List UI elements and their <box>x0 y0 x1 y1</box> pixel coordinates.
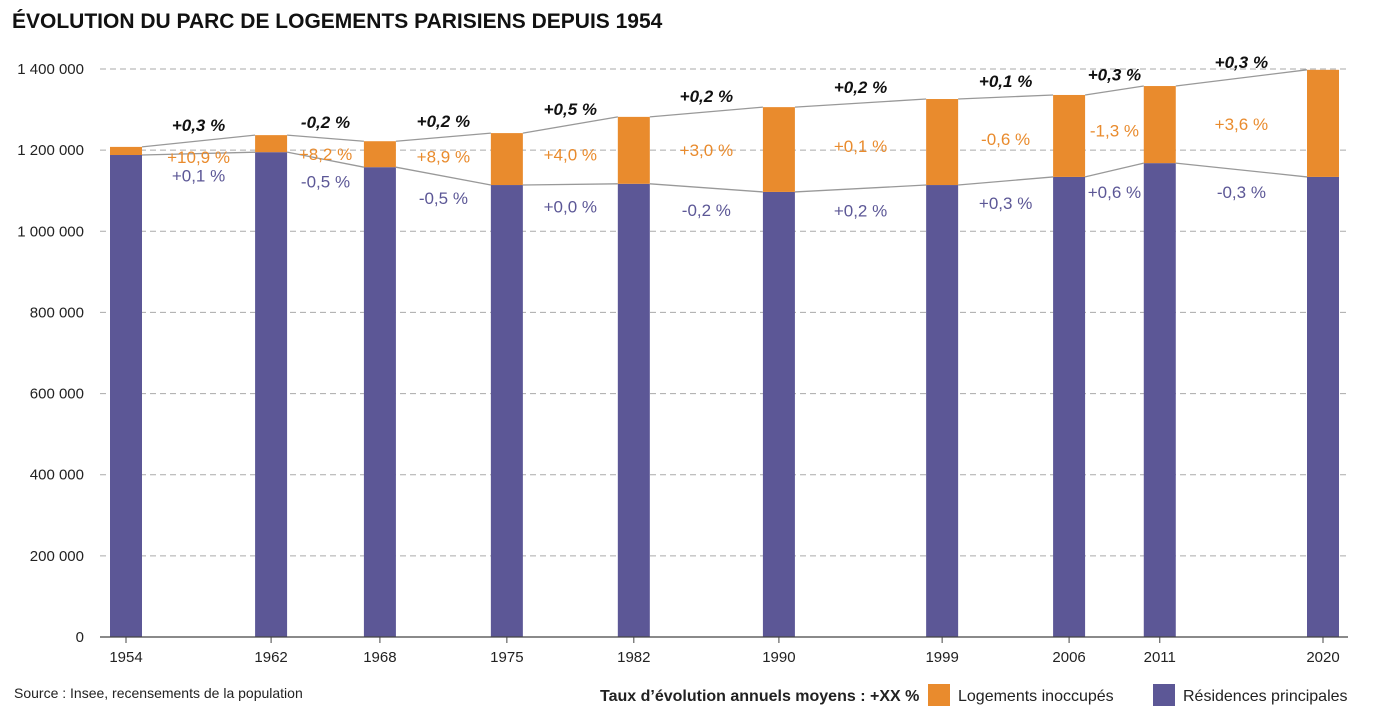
vacant-rate-label: +8,2 % <box>299 145 352 164</box>
x-tick-label: 2011 <box>1144 649 1176 666</box>
bar-residences-2011 <box>1143 163 1176 637</box>
bar-residences-1968 <box>363 167 396 637</box>
legend-rate-label: Taux d’évolution annuels moyens : +XX % <box>600 688 919 705</box>
residences-connector <box>1175 162 1308 178</box>
vacant-rate-label: -1,3 % <box>1090 121 1139 140</box>
y-tick-label: 600 000 <box>30 386 84 403</box>
vacant-rate-label: +8,9 % <box>417 148 470 167</box>
residences-connector <box>141 151 256 156</box>
x-tick-label: 1990 <box>762 649 795 666</box>
total-rate-label: -0,2 % <box>301 113 350 132</box>
total-connector <box>522 116 618 134</box>
total-rate-label: +0,3 % <box>1215 53 1268 72</box>
residences-connector <box>794 184 927 193</box>
x-tick-label: 1999 <box>925 649 958 666</box>
legend-swatch-vacant <box>928 684 950 706</box>
bar-vacant-2006 <box>1053 94 1086 177</box>
bars <box>110 69 1339 638</box>
gridlines: 0 200 000 400 000 600 000 800 000 1 000 000 1 … <box>17 61 1348 646</box>
total-rate-label: +0,1 % <box>979 72 1032 91</box>
x-tick-label: 1962 <box>254 649 287 666</box>
x-tick-label: 1982 <box>617 649 650 666</box>
bar-residences-1990 <box>762 191 795 637</box>
residences-rate-label: +0,0 % <box>544 197 597 216</box>
residences-connector <box>1084 162 1144 178</box>
vacant-rate-label: +0,1 % <box>834 137 887 156</box>
residences-rate-label: +0,2 % <box>834 201 887 220</box>
bar-vacant-1999 <box>926 99 959 186</box>
total-connector <box>649 106 763 118</box>
total-rate-label: +0,3 % <box>172 116 225 135</box>
bar-residences-1962 <box>255 152 288 637</box>
y-tick-label: 200 000 <box>30 548 84 565</box>
bar-vacant-1990 <box>762 107 795 192</box>
bar-residences-2006 <box>1053 176 1086 638</box>
bar-residences-1982 <box>617 183 650 637</box>
bar-residences-2020 <box>1307 176 1339 638</box>
residences-connector <box>286 151 365 168</box>
chart-title: ÉVOLUTION DU PARC DE LOGEMENTS PARISIENS… <box>12 10 663 33</box>
bar-vacant-1954 <box>110 146 142 156</box>
x-tick-label: 1968 <box>363 649 396 666</box>
residences-rate-label: -0,3 % <box>1217 183 1266 202</box>
bar-residences-1954 <box>110 155 142 638</box>
residences-rate-label: -0,5 % <box>419 189 468 208</box>
y-tick-label: 1 000 000 <box>17 223 84 240</box>
total-connector <box>395 132 491 142</box>
total-rate-label: +0,2 % <box>834 78 887 97</box>
bar-vacant-1968 <box>363 141 396 168</box>
total-rate-label: +0,2 % <box>417 112 470 131</box>
legend-label-residences: Résidences principales <box>1183 688 1348 705</box>
residences-rate-label: -0,5 % <box>301 173 350 192</box>
bar-vacant-2011 <box>1143 86 1176 164</box>
bar-residences-1975 <box>490 185 523 637</box>
y-tick-label: 1 200 000 <box>17 142 84 159</box>
residences-rate-label: +0,6 % <box>1088 183 1141 202</box>
total-connector <box>958 94 1054 100</box>
y-tick-label: 800 000 <box>30 304 84 321</box>
connector-lines <box>141 69 1308 193</box>
total-connector <box>141 134 256 148</box>
x-tick-label: 1954 <box>109 649 142 666</box>
total-rate-label: +0,3 % <box>1088 66 1141 85</box>
y-tick-label: 0 <box>76 629 84 646</box>
bar-vacant-2020 <box>1307 69 1339 177</box>
total-connector <box>794 98 927 108</box>
legend-label-vacant: Logements inoccupés <box>958 688 1114 705</box>
total-connector <box>1175 69 1308 87</box>
rate-labels: +0,3 %+10,9 %+0,1 %-0,2 %+8,2 %-0,5 %+0,… <box>167 53 1268 221</box>
bar-vacant-1982 <box>617 116 650 184</box>
bar-vacant-1975 <box>490 133 523 186</box>
vacant-rate-label: +10,9 % <box>167 148 230 167</box>
residences-rate-label: +0,3 % <box>979 194 1032 213</box>
x-tick-label: 2020 <box>1306 649 1339 666</box>
residences-rate-label: -0,2 % <box>682 201 731 220</box>
residences-connector <box>958 176 1054 186</box>
total-connector <box>287 134 364 142</box>
total-connector <box>1084 85 1144 96</box>
bar-residences-1999 <box>926 185 959 637</box>
legend-swatch-residences <box>1153 684 1175 706</box>
total-rate-label: +0,5 % <box>544 100 597 119</box>
vacant-rate-label: +4,0 % <box>544 146 597 165</box>
source-note: Source : Insee, recensements de la popul… <box>14 685 303 701</box>
residences-rate-label: +0,1 % <box>172 167 225 186</box>
y-tick-label: 400 000 <box>30 467 84 484</box>
y-tick-label: 1 400 000 <box>17 61 84 78</box>
bar-vacant-1962 <box>255 135 288 153</box>
total-rate-label: +0,2 % <box>680 87 733 106</box>
vacant-rate-label: +3,0 % <box>680 141 733 160</box>
vacant-rate-label: -0,6 % <box>981 130 1030 149</box>
x-tick-label: 2006 <box>1052 649 1085 666</box>
residences-connector <box>522 183 618 186</box>
residences-connector <box>649 183 763 193</box>
x-tick-label: 1975 <box>490 649 523 666</box>
vacant-rate-label: +3,6 % <box>1215 115 1268 134</box>
residences-connector <box>395 166 491 186</box>
x-axis: 1954 1962 1968 1975 1982 1990 1999 2006 2011 2020 <box>100 636 1348 666</box>
legend: Taux d’évolution annuels moyens : +XX % … <box>600 684 1348 706</box>
